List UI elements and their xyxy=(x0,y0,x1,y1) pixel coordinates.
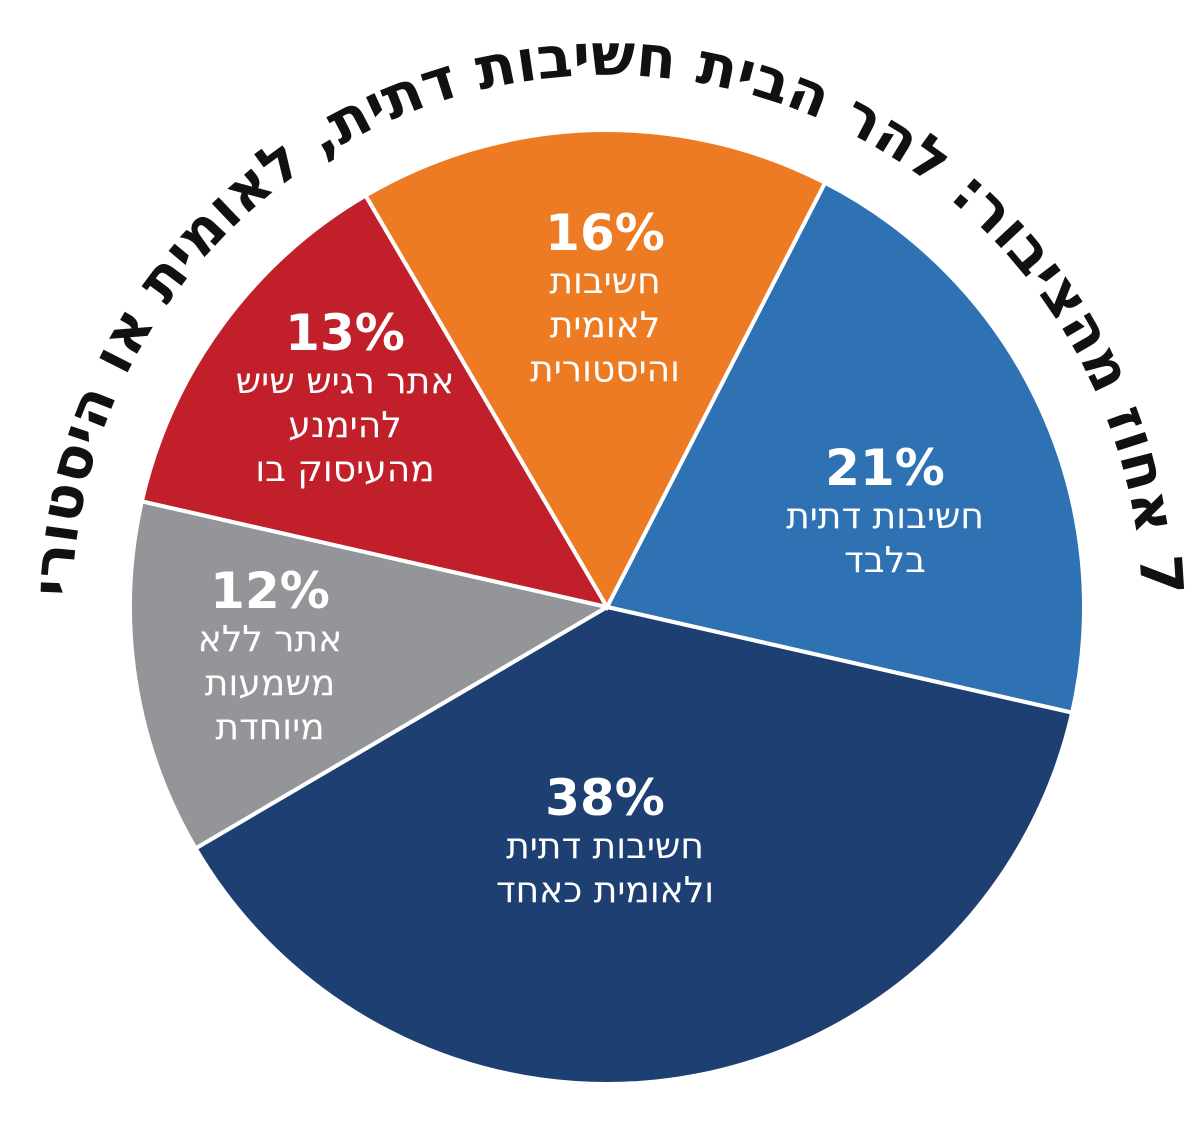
value-label: 21% xyxy=(825,439,945,497)
category-label: אתר רגיש שיש להימנע מהעיסוק בו xyxy=(235,361,455,490)
pie-slice xyxy=(128,498,613,852)
pie xyxy=(128,128,1087,1086)
pie-slice xyxy=(604,180,1087,716)
value-label: 16% xyxy=(545,204,665,262)
category-label: חשיבות דתית ולאומית כאחד xyxy=(495,826,715,911)
category-label: חשיבות דתית בלבד xyxy=(786,496,984,581)
category-label: חשיבות לאומית והיסטורית xyxy=(530,261,680,390)
pie-slice xyxy=(362,128,828,612)
value-label: 12% xyxy=(210,562,330,620)
category-label: אתר ללא משמעות מיוחדת xyxy=(197,619,343,748)
value-label: 38% xyxy=(545,769,665,827)
pie-slice xyxy=(139,192,612,610)
pie-slice xyxy=(192,604,1075,1086)
value-label: 13% xyxy=(285,304,405,362)
